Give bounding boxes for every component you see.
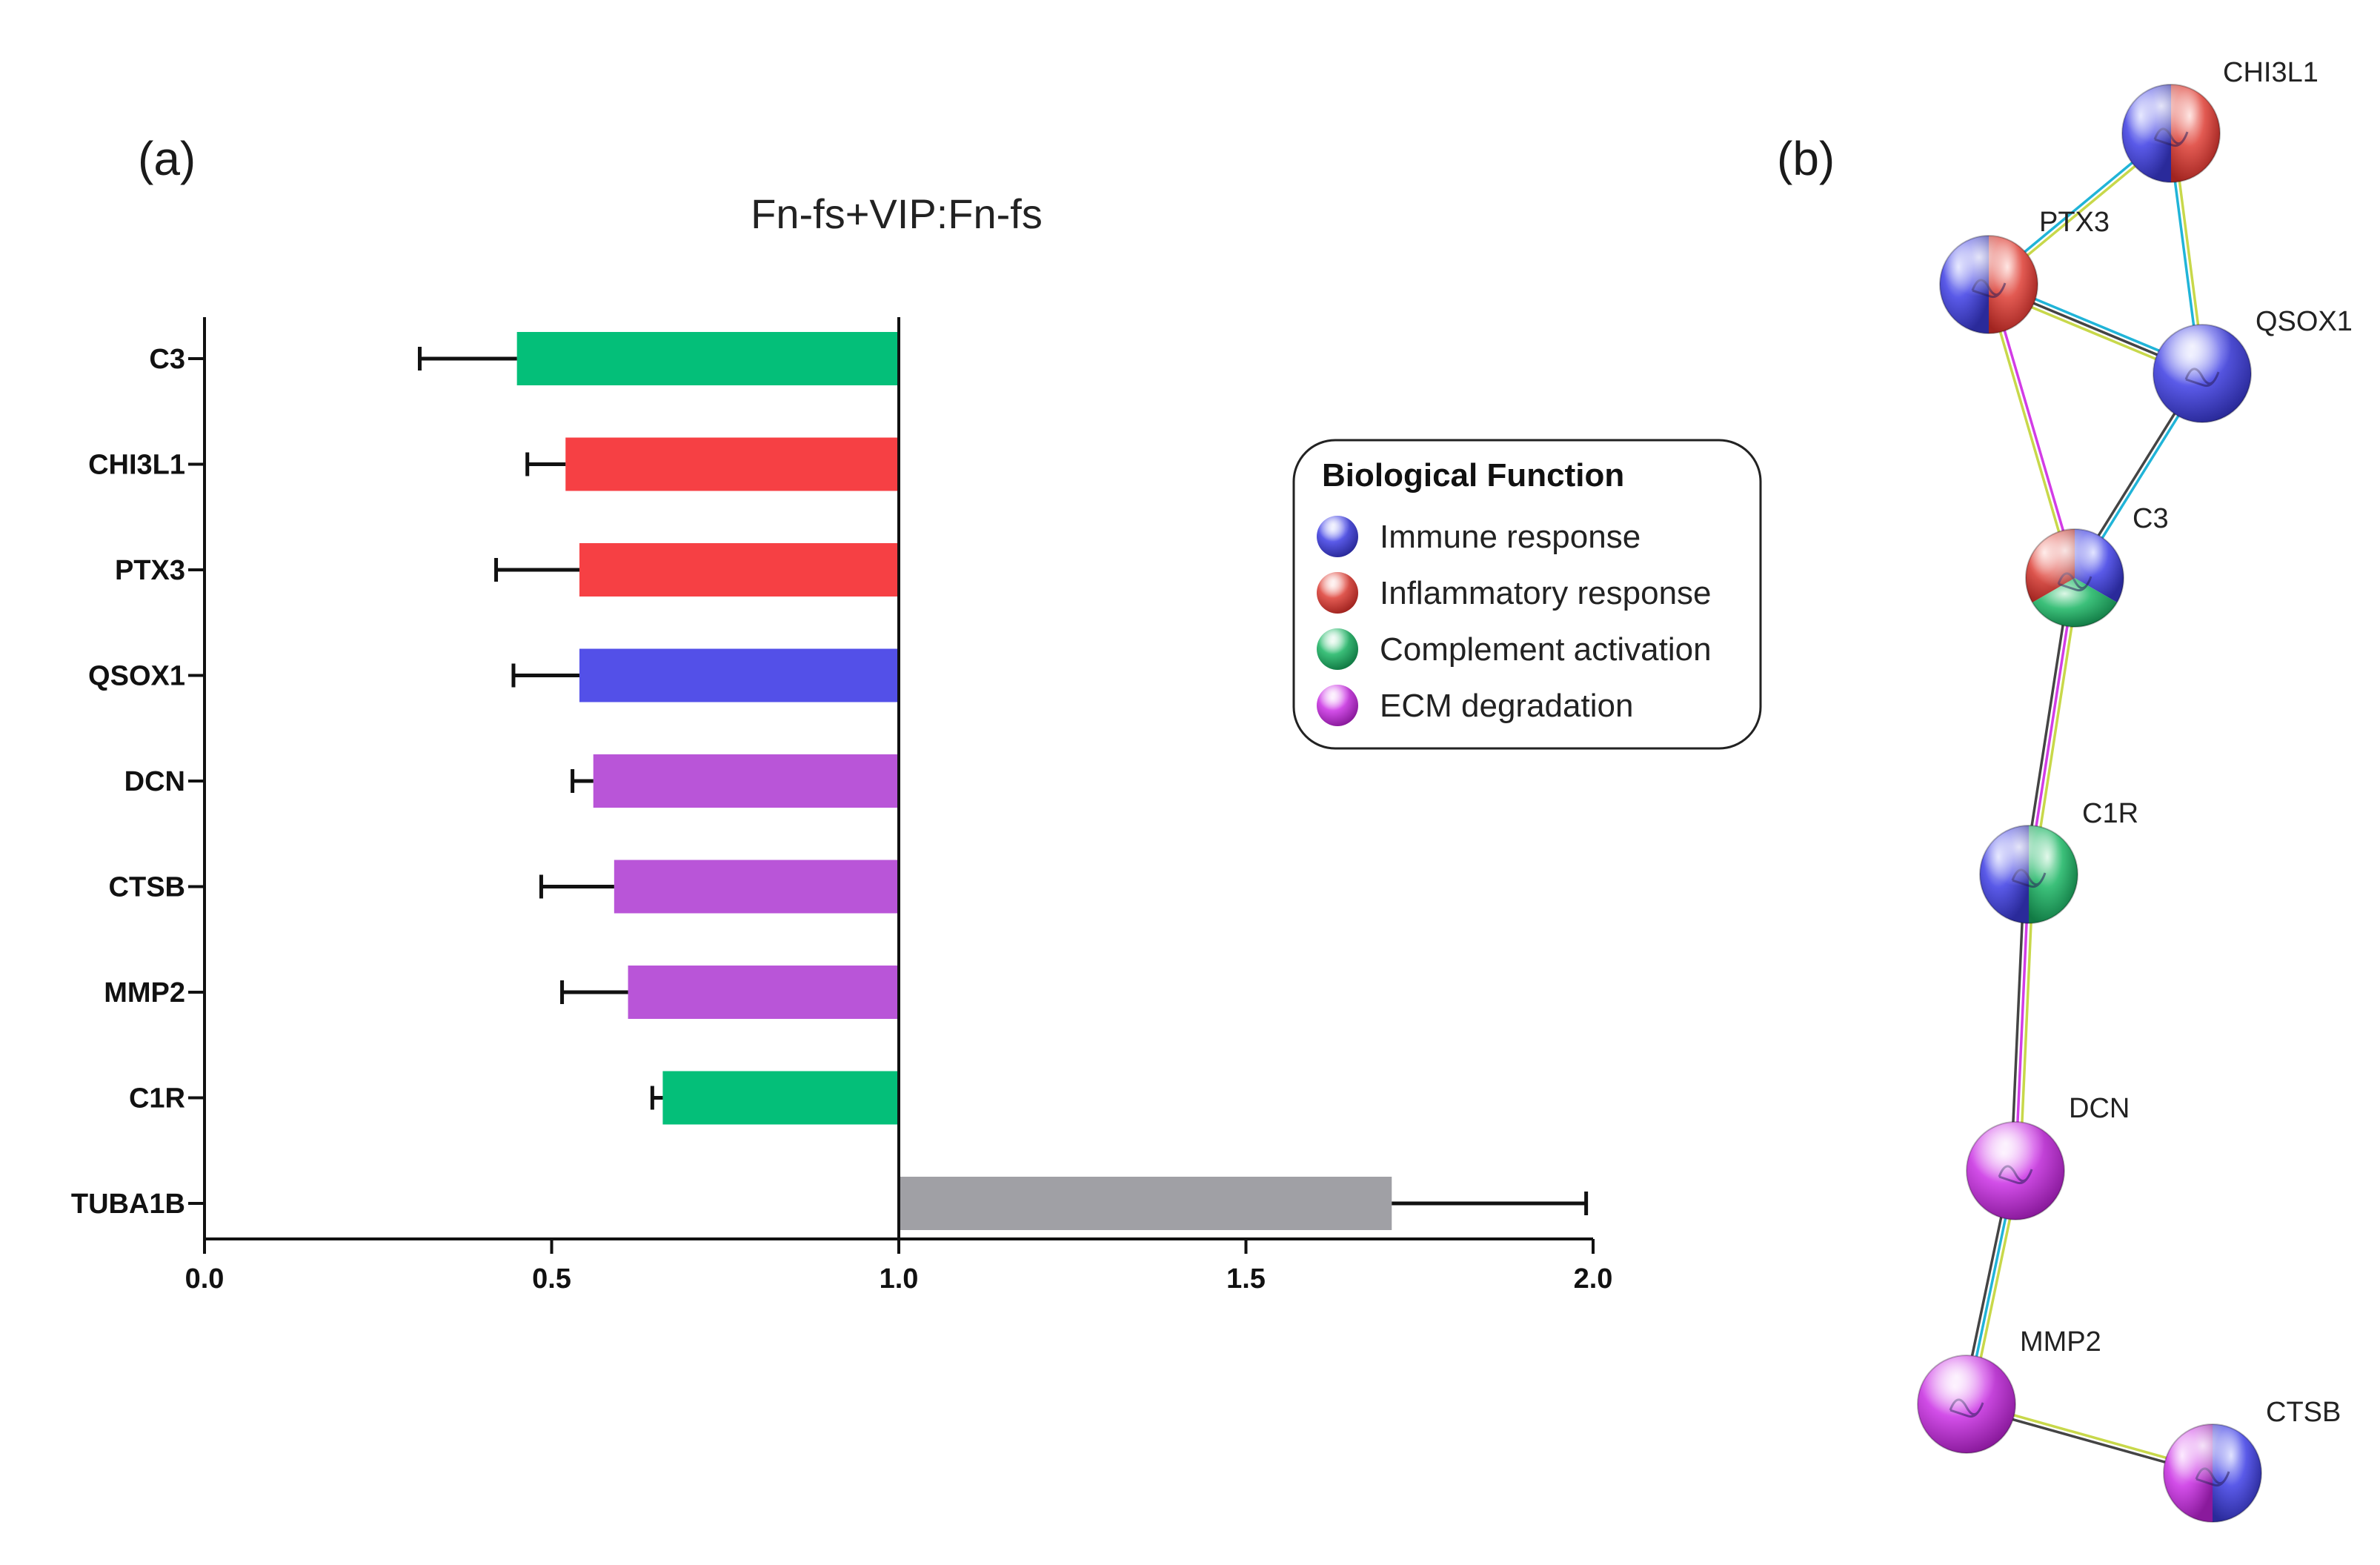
node-shine xyxy=(1918,1355,2015,1453)
x-tick-label: 1.0 xyxy=(880,1263,919,1295)
bar-group-c1r xyxy=(650,1071,899,1125)
bar-group-tuba1b xyxy=(899,1177,1589,1230)
node-outline xyxy=(2121,84,2221,183)
bar-group-dcn xyxy=(571,754,899,808)
legend-item: Immune response xyxy=(1317,516,1641,557)
category-label-chi3l1: CHI3L1 xyxy=(88,450,185,481)
category-label-ctsb: CTSB xyxy=(109,872,185,903)
x-tick-label: 2.0 xyxy=(1574,1263,1613,1295)
node-label-ctsb: CTSB xyxy=(2266,1397,2341,1428)
bar-c3 xyxy=(516,332,899,385)
category-label-mmp2: MMP2 xyxy=(104,977,185,1009)
bar-group-qsox1 xyxy=(511,648,899,702)
category-label-ptx3: PTX3 xyxy=(115,555,185,586)
x-tick-label: 1.5 xyxy=(1226,1263,1266,1295)
legend-item: Inflammatory response xyxy=(1317,572,1712,614)
category-label-c3: C3 xyxy=(149,344,185,375)
edge-strand xyxy=(1990,283,2078,578)
category-label-dcn: DCN xyxy=(124,766,185,797)
bar-qsox1 xyxy=(579,648,899,702)
edge-strand xyxy=(2023,577,2072,874)
bar-tuba1b xyxy=(899,1177,1392,1230)
edge-strand xyxy=(2014,874,2030,1172)
bar-group-chi3l1 xyxy=(525,437,899,491)
edge-c1r-dcn xyxy=(2010,874,2035,1172)
edge-c3-c1r xyxy=(2023,577,2081,876)
node-shine xyxy=(2122,84,2220,182)
node-shine xyxy=(1980,825,2078,923)
node-outline xyxy=(2163,1423,2262,1523)
node-shine xyxy=(2164,1424,2261,1522)
node-outline xyxy=(2153,324,2252,423)
node-ctsb: CTSB xyxy=(2163,1397,2341,1523)
legend-title: Biological Function xyxy=(1322,457,1624,494)
node-outline xyxy=(2025,528,2124,628)
chart-title: Fn-fs+VIP:Fn-fs xyxy=(751,190,1043,237)
edge-strand xyxy=(2018,874,2035,1172)
node-label-c3: C3 xyxy=(2133,503,2169,534)
node-label-mmp2: MMP2 xyxy=(2020,1326,2101,1358)
node-outline xyxy=(1939,235,2038,334)
bar-chart: Fn-fs+VIP:Fn-fs C3 CHI3L1 PTX3 QSOX1 DCN CTSB… xyxy=(71,190,1613,1295)
legend-label: ECM degradation xyxy=(1380,688,1633,724)
bar-ptx3 xyxy=(579,543,899,597)
node-dcn: DCN xyxy=(1966,1093,2130,1220)
category-label-c1r: C1R xyxy=(129,1083,185,1114)
panel-b-label: (b) xyxy=(1777,132,1835,185)
legend-label: Complement activation xyxy=(1380,631,1712,668)
legend-swatch-shine xyxy=(1317,628,1358,670)
category-label-qsox1: QSOX1 xyxy=(88,661,185,692)
legend-swatch-shine xyxy=(1317,516,1358,557)
node-outline xyxy=(1966,1121,2065,1220)
node-c1r: C1R xyxy=(1979,798,2138,924)
category-label-tuba1b: TUBA1B xyxy=(71,1189,185,1220)
legend-item: Complement activation xyxy=(1317,628,1712,670)
edge-ptx3-c3 xyxy=(1985,283,2078,579)
x-tick-label: 0.0 xyxy=(185,1263,225,1295)
bar-group-ctsb xyxy=(539,860,899,914)
bar-ctsb xyxy=(614,860,899,914)
legend-box xyxy=(1292,439,1762,750)
node-qsox1: QSOX1 xyxy=(2153,306,2353,423)
interaction-network: CHI3L1 PTX3 QSOX1 C3 C1R DCN MMP2 CTSB xyxy=(1917,57,2353,1523)
node-label-ptx3: PTX3 xyxy=(2039,207,2110,238)
node-mmp2: MMP2 xyxy=(1917,1326,2101,1454)
legend-swatch-shine xyxy=(1317,572,1358,614)
legend: Biological Function Immune response Infla… xyxy=(1292,439,1762,750)
panel-a-label: (a) xyxy=(138,132,196,185)
node-outline xyxy=(1917,1355,2016,1454)
node-shine xyxy=(1940,236,2038,333)
bar-c1r xyxy=(662,1071,899,1125)
node-label-chi3l1: CHI3L1 xyxy=(2223,57,2318,88)
bar-chi3l1 xyxy=(565,437,899,491)
node-c3: C3 xyxy=(2025,503,2169,628)
node-chi3l1: CHI3L1 xyxy=(2121,57,2318,183)
node-label-qsox1: QSOX1 xyxy=(2256,306,2353,337)
legend-item: ECM degradation xyxy=(1317,685,1633,726)
legend-label: Inflammatory response xyxy=(1380,575,1712,611)
node-shine xyxy=(1967,1122,2064,1220)
node-shine xyxy=(2153,325,2251,422)
node-label-dcn: DCN xyxy=(2069,1093,2130,1124)
bar-mmp2 xyxy=(628,966,899,1019)
legend-label: Immune response xyxy=(1380,519,1641,555)
edge-strand xyxy=(2010,874,2026,1171)
bar-group-mmp2 xyxy=(560,966,899,1019)
edge-strand xyxy=(1985,285,2074,579)
legend-swatch-shine xyxy=(1317,685,1358,726)
bar-group-c3 xyxy=(417,332,899,385)
edge-strand xyxy=(2027,577,2076,875)
node-ptx3: PTX3 xyxy=(1939,207,2110,334)
node-label-c1r: C1R xyxy=(2082,798,2138,829)
node-outline xyxy=(1979,825,2078,924)
edge-strand xyxy=(2032,578,2081,876)
x-tick-label: 0.5 xyxy=(532,1263,571,1295)
bar-dcn xyxy=(593,754,899,808)
bar-group-ptx3 xyxy=(494,543,899,597)
node-shine xyxy=(2026,529,2124,627)
